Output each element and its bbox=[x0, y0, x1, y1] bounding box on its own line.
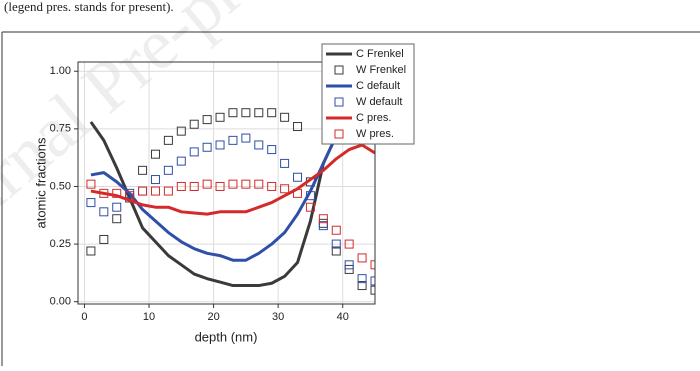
data-point bbox=[305, 202, 315, 212]
y-axis-label: atomic fractions bbox=[33, 137, 48, 229]
data-point bbox=[293, 122, 303, 132]
data-point bbox=[163, 135, 173, 145]
data-point bbox=[331, 246, 341, 256]
data-point bbox=[241, 133, 251, 143]
x-tick-label: 0 bbox=[81, 311, 87, 323]
data-point bbox=[267, 181, 277, 191]
legend-box bbox=[321, 43, 415, 145]
plot-frame bbox=[77, 61, 376, 305]
legend-marker bbox=[334, 65, 344, 75]
data-point bbox=[254, 108, 264, 118]
data-point bbox=[86, 179, 96, 189]
data-point bbox=[138, 186, 148, 196]
data-point bbox=[370, 260, 375, 270]
data-point bbox=[202, 142, 212, 152]
data-point bbox=[99, 207, 109, 217]
data-point bbox=[318, 214, 328, 224]
y-tick-label: 0.00 bbox=[50, 296, 71, 308]
data-point bbox=[267, 145, 277, 155]
data-point bbox=[86, 198, 96, 208]
data-line bbox=[90, 143, 375, 216]
data-point bbox=[228, 179, 238, 189]
data-point bbox=[176, 156, 186, 166]
data-point bbox=[280, 184, 290, 194]
data-point bbox=[163, 186, 173, 196]
data-point bbox=[280, 112, 290, 122]
data-point bbox=[293, 188, 303, 198]
legend-marker bbox=[334, 129, 344, 139]
data-point bbox=[215, 181, 225, 191]
data-point bbox=[241, 108, 251, 118]
data-point bbox=[176, 181, 186, 191]
data-point bbox=[150, 175, 160, 185]
data-point bbox=[241, 179, 251, 189]
data-point bbox=[189, 147, 199, 157]
data-point bbox=[112, 214, 122, 224]
legend-label: C pres. bbox=[356, 112, 391, 124]
y-tick-label: 0.50 bbox=[50, 180, 71, 192]
data-point bbox=[189, 181, 199, 191]
legend-label: W default bbox=[356, 96, 402, 108]
data-point bbox=[189, 119, 199, 129]
x-tick-label: 30 bbox=[272, 311, 284, 323]
data-point bbox=[215, 112, 225, 122]
data-point bbox=[228, 135, 238, 145]
y-tick-label: 1.00 bbox=[50, 65, 71, 77]
data-point bbox=[254, 140, 264, 150]
x-axis-label: depth (nm) bbox=[195, 329, 258, 344]
data-point bbox=[357, 274, 367, 284]
x-tick-label: 40 bbox=[337, 311, 349, 323]
data-point bbox=[202, 179, 212, 189]
data-point bbox=[112, 202, 122, 212]
data-point bbox=[331, 225, 341, 235]
data-point bbox=[138, 186, 148, 196]
data-point bbox=[280, 158, 290, 168]
data-point bbox=[370, 285, 375, 295]
data-point bbox=[344, 260, 354, 270]
legend-label: W Frenkel bbox=[356, 64, 406, 76]
data-line bbox=[89, 121, 338, 288]
y-tick-label: 0.25 bbox=[50, 238, 71, 250]
data-point bbox=[99, 188, 109, 198]
data-point bbox=[202, 115, 212, 125]
data-point bbox=[112, 188, 122, 198]
data-point bbox=[344, 239, 354, 249]
caption: (legend pres. stands for present). bbox=[4, 0, 174, 14]
data-point bbox=[138, 165, 148, 175]
data-point bbox=[331, 239, 341, 249]
data-point bbox=[357, 253, 367, 263]
legend-marker bbox=[334, 97, 344, 107]
data-point bbox=[254, 179, 264, 189]
data-point bbox=[318, 221, 328, 231]
data-point bbox=[150, 149, 160, 159]
legend-label: C default bbox=[356, 80, 400, 92]
data-point bbox=[293, 172, 303, 182]
data-point bbox=[86, 246, 96, 256]
x-tick-label: 10 bbox=[143, 311, 155, 323]
data-point bbox=[344, 264, 354, 274]
data-point bbox=[163, 165, 173, 175]
data-point bbox=[228, 108, 238, 118]
data-point bbox=[150, 186, 160, 196]
data-point bbox=[357, 281, 367, 291]
data-point bbox=[176, 126, 186, 136]
data-point bbox=[99, 234, 109, 244]
x-tick-label: 20 bbox=[207, 311, 219, 323]
data-point bbox=[305, 191, 315, 201]
data-point bbox=[318, 218, 328, 228]
y-tick-label: 0.75 bbox=[50, 123, 71, 135]
data-point bbox=[267, 108, 277, 118]
data-line bbox=[90, 135, 338, 262]
legend-label: C Frenkel bbox=[356, 48, 404, 60]
data-point bbox=[215, 140, 225, 150]
data-point bbox=[125, 191, 135, 201]
data-point bbox=[370, 276, 375, 286]
legend-label: W pres. bbox=[356, 128, 394, 140]
